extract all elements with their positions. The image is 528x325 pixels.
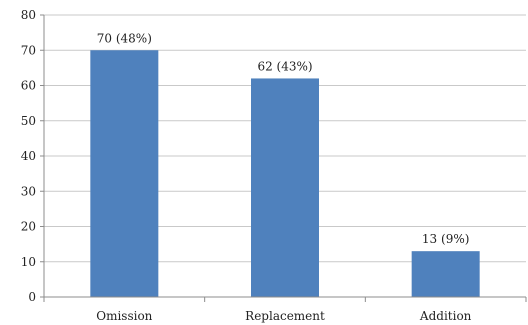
y-tick-label: 30 [21, 184, 36, 198]
bars [90, 50, 480, 297]
category-labels: Omission Replacement Addition [96, 309, 471, 323]
y-tick-label: 80 [21, 8, 36, 22]
y-tick-label: 20 [21, 220, 36, 234]
bar-addition [411, 251, 480, 297]
category-label: Addition [419, 309, 472, 323]
y-tick-label: 70 [21, 43, 36, 57]
x-axis [43, 15, 527, 302]
y-tick-label: 50 [21, 114, 36, 128]
data-label: 13 (9%) [422, 232, 469, 246]
y-tick-label: 40 [21, 149, 36, 163]
bar-omission [90, 50, 159, 297]
data-label: 70 (48%) [97, 31, 152, 45]
bar-replacement [251, 78, 319, 297]
category-label: Omission [96, 309, 152, 323]
y-tick-label: 60 [21, 79, 36, 93]
data-label: 62 (43%) [257, 59, 312, 73]
y-axis-tick-labels: 0 10 20 30 40 50 60 70 80 [21, 8, 44, 304]
y-tick-label: 0 [28, 290, 36, 304]
category-label: Replacement [245, 309, 325, 323]
data-labels: 70 (48%) 62 (43%) 13 (9%) [97, 31, 470, 246]
y-tick-label: 10 [21, 255, 36, 269]
